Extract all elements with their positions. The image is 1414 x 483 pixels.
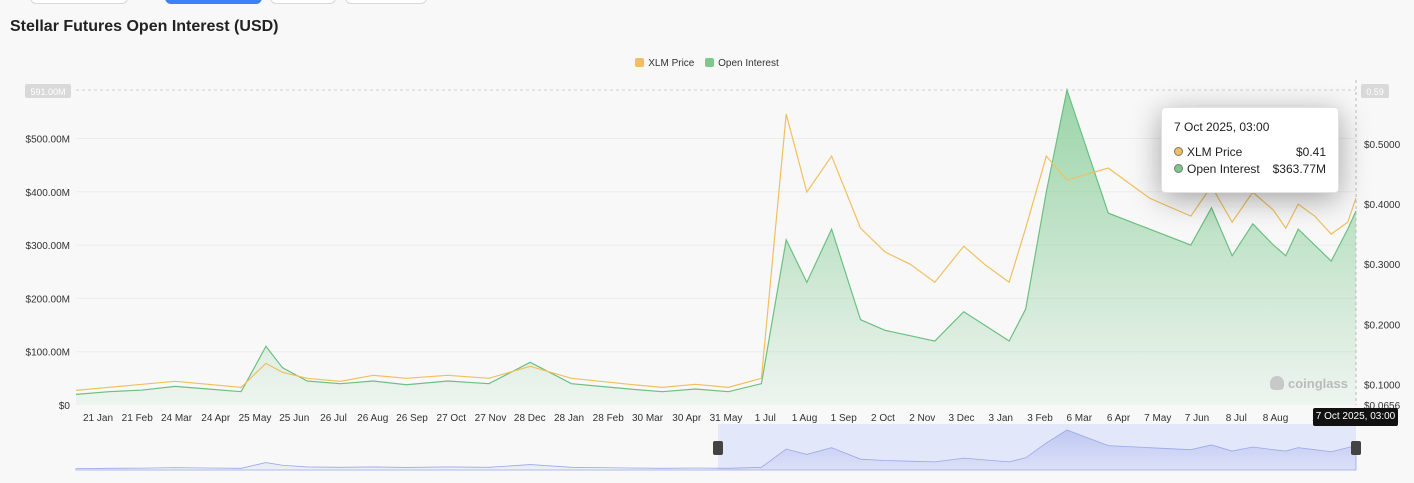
x-tick-label: 8 Aug (1263, 413, 1289, 424)
tooltip-price-value: $0.41 (1295, 144, 1326, 159)
x-tick-label: 7 Jun (1185, 413, 1209, 424)
x-tick-label: 26 Jul (320, 413, 347, 424)
y-right-max-label: 0.59 (1366, 87, 1384, 97)
tooltip-price-label: XLM Price (1187, 144, 1243, 159)
y-left-tick-label: $400.00M (26, 188, 70, 199)
chart-legend: XLM Price Open Interest (0, 58, 1414, 69)
y-right-tick-label: $0.0656 (1364, 401, 1401, 412)
tooltip-oi-label: Open Interest (1187, 161, 1260, 176)
open-interest-area (76, 90, 1356, 405)
xlm-price-line (75, 113, 1357, 391)
x-tick-label: 24 Mar (161, 413, 193, 424)
x-tick-label: 28 Feb (593, 413, 625, 424)
tooltip-date: 7 Oct 2025, 03:00 (1174, 120, 1270, 134)
y-right-tick-label: $0.5000 (1364, 140, 1401, 151)
legend-item-open-interest[interactable]: Open Interest (705, 58, 779, 69)
crosshair-date-label: 7 Oct 2025, 03:00 (1313, 408, 1398, 426)
tooltip-dot-price (1174, 147, 1183, 156)
y-right-tick-label: $0.4000 (1364, 200, 1401, 211)
x-tick-label: 1 Jul (755, 413, 776, 424)
y-left-tick-label: $300.00M (26, 241, 70, 252)
y-left-tick-label: $0 (59, 401, 71, 412)
x-tick-label: 2 Oct (871, 413, 895, 424)
x-tick-label: 25 Jun (279, 413, 309, 424)
coinglass-logo-text: coinglass (1288, 376, 1348, 391)
x-tick-label: 26 Sep (396, 413, 428, 424)
x-tick-label: 3 Feb (1027, 413, 1053, 424)
open-interest-line (75, 87, 1357, 395)
y-right-tick-label: $0.1000 (1364, 380, 1401, 391)
x-tick-label: 27 Oct (437, 413, 467, 424)
y-left-tick-label: $500.00M (26, 135, 70, 146)
coinglass-logo-icon (1270, 376, 1284, 390)
tooltip-dot-open-interest (1174, 164, 1183, 173)
y-left-max-badge (25, 84, 71, 98)
chart-title: Stellar Futures Open Interest (USD) (10, 18, 279, 35)
tooltip-row-price: XLM Price $0.41 (1174, 143, 1326, 160)
navigator-series (75, 429, 1357, 471)
x-tick-label: 30 Apr (672, 413, 702, 424)
tooltip: 7 Oct 2025, 03:00 XLM Price $0.41 Open I… (1161, 107, 1339, 193)
x-tick-label: 28 Jan (554, 413, 584, 424)
y-right-max-badge (1361, 84, 1389, 98)
tooltip-row-open-interest: Open Interest $363.77M (1174, 160, 1326, 177)
y-left-max-label: 591.00M (30, 87, 65, 97)
x-tick-label: 6 Mar (1066, 413, 1092, 424)
y-right-tick-label: $0.2000 (1364, 320, 1401, 331)
x-tick-label: 3 Jan (989, 413, 1013, 424)
x-tick-label: 1 Sep (831, 413, 858, 424)
x-tick-label: 1 Aug (792, 413, 818, 424)
legend-swatch-open-interest (705, 58, 715, 67)
x-tick-label: 27 Nov (475, 413, 507, 424)
x-tick-label: 31 May (710, 413, 743, 424)
x-tick-label: 8 Jul (1226, 413, 1247, 424)
x-tick-label: 7 May (1144, 413, 1171, 424)
coinglass-logo: coinglass (1270, 376, 1348, 391)
legend-label-price: XLM Price (648, 58, 695, 69)
navigator-handle-left (713, 441, 723, 455)
legend-swatch-price (635, 58, 645, 67)
x-tick-label: 30 Mar (632, 413, 664, 424)
navigator-handle-right (1351, 441, 1361, 455)
x-tick-label: 24 Apr (201, 413, 231, 424)
x-tick-label: 3 Dec (948, 413, 974, 424)
x-tick-label: 21 Feb (122, 413, 154, 424)
tooltip-oi-value: $363.77M (1272, 161, 1326, 176)
x-tick-label: 28 Dec (514, 413, 546, 424)
y-right-tick-label: $0.3000 (1364, 260, 1401, 271)
x-tick-label: 26 Aug (357, 413, 388, 424)
legend-label-open-interest: Open Interest (718, 58, 779, 69)
x-tick-label: 25 May (239, 413, 272, 424)
y-left-tick-label: $200.00M (26, 294, 70, 305)
x-tick-label: 21 Jan (83, 413, 113, 424)
legend-item-price[interactable]: XLM Price (635, 58, 694, 69)
x-tick-label: 6 Apr (1107, 413, 1131, 424)
y-left-tick-label: $100.00M (26, 348, 70, 359)
x-tick-label: 2 Nov (909, 413, 935, 424)
